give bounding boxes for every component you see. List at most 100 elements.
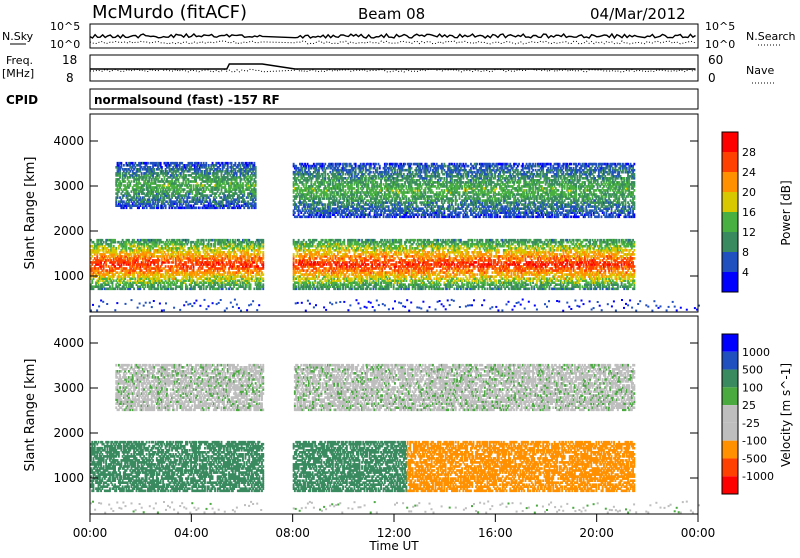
power-echo-cell [202,170,204,173]
power-echo-cell [169,194,171,197]
power-echo-cell [160,162,162,165]
power-echo-cell [153,168,155,171]
power-echo-cells [90,162,700,312]
power-echo-cell [262,239,264,242]
power-echo-cell [224,271,226,274]
power-echo-cell [262,273,264,276]
power-echo-cell [262,251,264,254]
power-echo-cell [316,239,318,242]
power-echo-cell [376,249,378,252]
power-echo-cell [215,196,217,199]
power-echo-cell [186,285,188,288]
power-echo-cell [158,259,160,262]
power-echo-cell [351,277,353,280]
power-echo-cell [115,247,117,250]
power-echo-cell [255,180,257,183]
power-echo-cell [303,269,305,272]
power-echo-cell [172,288,174,291]
power-echo-cell [331,251,333,254]
freq-bottom-tick: 8 [66,71,74,85]
power-echo-cell [120,162,122,165]
power-echo-cell [295,259,297,262]
power-echo-cell [127,279,129,282]
power-echo-cell [346,261,348,264]
power-echo-cell [348,273,350,276]
power-echo-cell [208,164,210,167]
power-echo-cell [193,184,195,187]
power-echo-cell [203,239,205,242]
power-echo-cell [91,255,93,258]
power-echo-cell [367,263,369,266]
nsky-trace [90,34,696,38]
power-echo-cell [231,162,233,165]
nsearch-top-tick: 10^5 [705,20,735,33]
power-echo-cell [165,265,167,268]
power-echo-cell [295,285,297,288]
power-echo-cell [255,166,257,169]
cpid-label: CPID [6,93,38,107]
nave-label: Nave [746,64,774,77]
freq-trace [90,64,696,69]
power-echo-cell [234,239,236,242]
nave-bottom-tick: 0 [708,71,716,85]
power-echo-cell [133,288,135,291]
power-echo-cell [262,277,264,280]
power-echo-cell [210,243,212,246]
power-echo-cell [309,281,311,284]
nave-top-tick: 60 [708,53,723,67]
freq-unit-label: [MHz] [2,67,34,80]
power-echo-cell [165,204,167,207]
power-echo-cell [184,188,186,191]
power-echo-cell [236,253,238,256]
power-echo-cell [199,207,201,210]
station-title: McMurdo (fitACF) [92,2,247,23]
power-echo-cell [131,180,133,183]
power-echo-cell [252,275,254,278]
freq-strip-frame [90,55,698,81]
power-echo-cell [226,288,228,291]
power-echo-cell [161,166,163,169]
nsky-bottom-tick: 10^0 [50,38,80,51]
power-echo-cell [143,188,145,191]
nsky-top-tick: 10^5 [50,20,80,33]
power-echo-cell [234,162,236,165]
power-echo-cell [348,249,350,252]
power-echo-cell [193,263,195,266]
nsearch-trace [90,41,696,44]
beam-title: Beam 08 [358,5,425,23]
power-echo-cell [134,277,136,280]
power-echo-cell [262,283,264,286]
power-echo-cell [205,162,207,165]
power-echo-cell [253,288,255,291]
power-echo-cell [229,239,231,242]
power-echo-cell [195,207,197,210]
power-echo-cell [141,172,143,175]
nsearch-bottom-tick: 10^0 [705,38,735,51]
power-echo-cell [356,259,358,262]
cpid-program-text: normalsound (fast) -157 RF [94,93,280,107]
power-echo-cell [128,239,130,242]
power-echo-cell [209,198,211,201]
freq-label: Freq. [6,54,33,67]
power-echo-cell [113,245,115,248]
power-echo-cell [99,249,101,252]
power-echo-cell [331,263,333,266]
power-echo-cell [262,261,264,264]
power-echo-cell [251,253,253,256]
power-echo-cell [255,202,257,205]
power-echo-cell [198,239,200,242]
power-echo-cell [322,239,324,242]
power-echo-cell [241,178,243,181]
power-echo-cell [114,239,116,242]
freq-top-tick: 18 [62,53,77,67]
power-echo-cell [340,279,342,282]
power-echo-cell [243,245,245,248]
nsky-label: N.Sky [2,30,34,43]
power-echo-cell [133,249,135,252]
power-echo-cell [260,251,262,254]
power-echo-cell [242,182,244,185]
power-echo-cell [188,239,190,242]
